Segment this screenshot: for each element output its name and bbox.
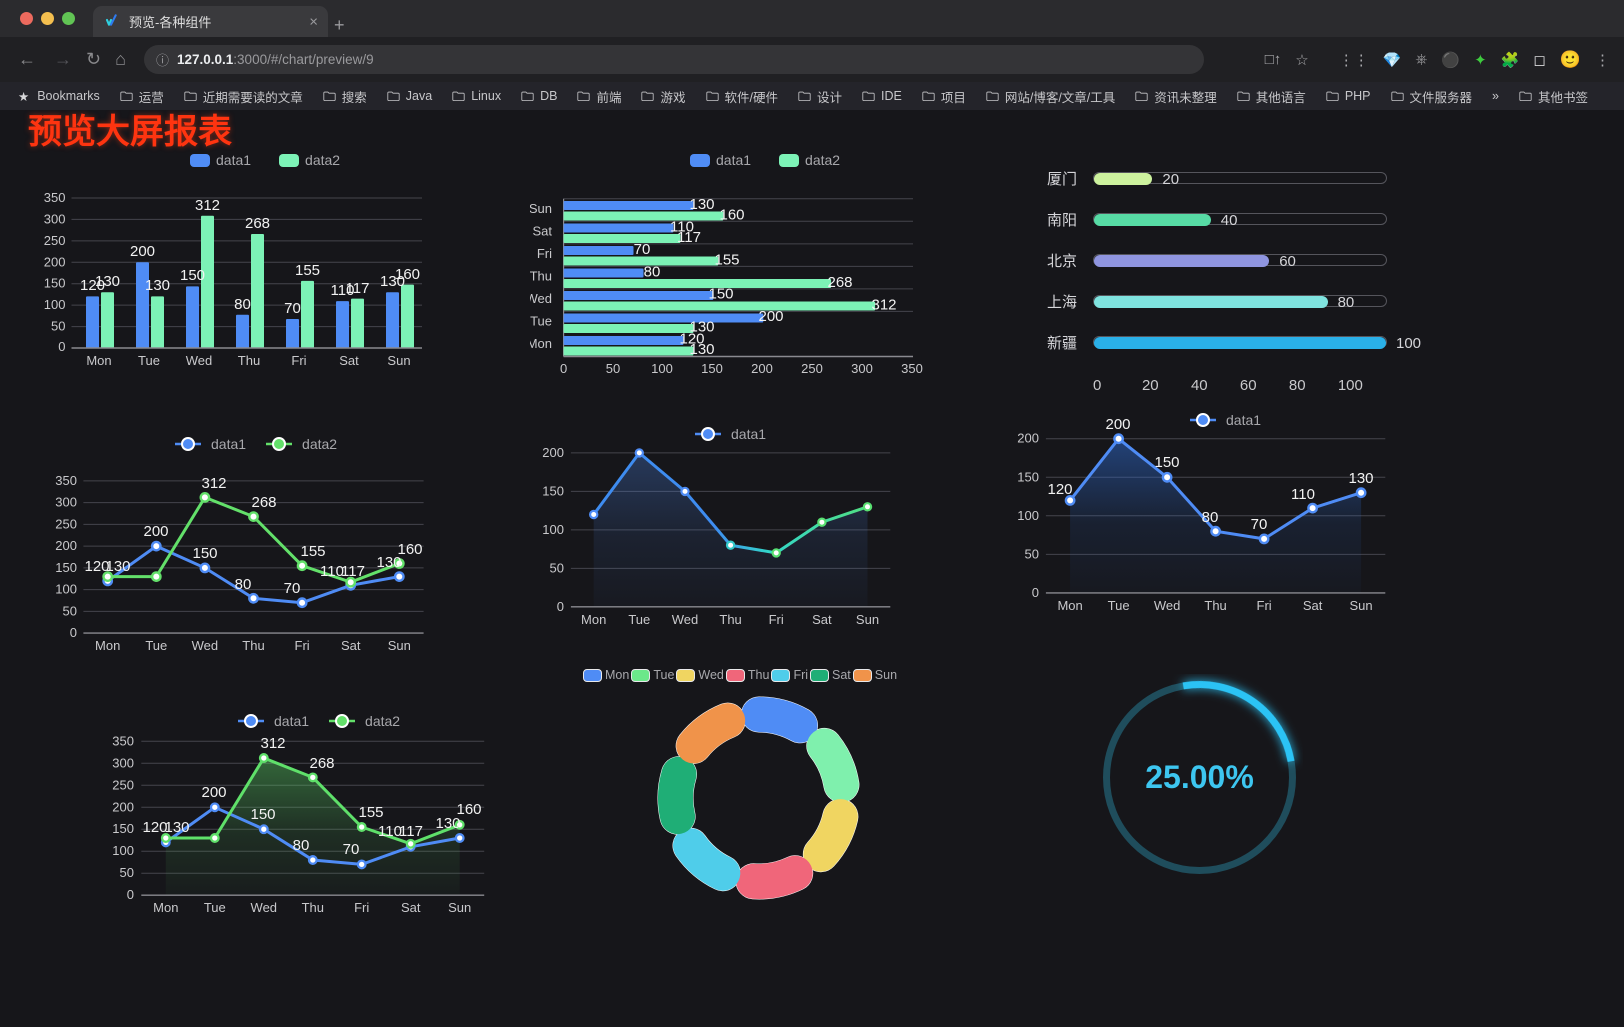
svg-text:50: 50 [550,560,564,575]
svg-text:70: 70 [1251,516,1268,533]
svg-text:268: 268 [309,755,334,772]
svg-text:Fri: Fri [769,612,784,627]
svg-text:250: 250 [55,516,77,531]
svg-text:Fri: Fri [1257,598,1272,613]
svg-text:100: 100 [112,843,134,858]
svg-text:200: 200 [542,445,564,460]
svg-text:Thu: Thu [302,900,324,915]
svg-text:120: 120 [1047,481,1072,498]
svg-text:Sun: Sun [388,638,411,653]
svg-text:312: 312 [201,475,226,492]
svg-text:0: 0 [557,599,564,614]
svg-text:80: 80 [235,576,252,593]
svg-text:Tue: Tue [1108,598,1130,613]
svg-text:50: 50 [63,603,77,618]
svg-text:Mon: Mon [581,612,606,627]
svg-text:100: 100 [55,582,77,597]
svg-text:Thu: Thu [242,638,264,653]
svg-text:130: 130 [1348,470,1373,487]
svg-text:50: 50 [1025,546,1039,561]
svg-text:80: 80 [293,837,310,854]
svg-text:Sun: Sun [448,900,471,915]
svg-text:0: 0 [1032,585,1039,600]
svg-text:100: 100 [1017,508,1039,523]
svg-text:Wed: Wed [672,612,699,627]
svg-text:70: 70 [343,841,360,858]
svg-text:Tue: Tue [145,638,167,653]
svg-text:200: 200 [112,799,134,814]
svg-text:Mon: Mon [1057,598,1082,613]
svg-text:Wed: Wed [192,638,219,653]
svg-text:130: 130 [105,558,130,575]
svg-text:Tue: Tue [628,612,650,627]
svg-text:350: 350 [55,473,77,488]
svg-text:Sun: Sun [856,612,879,627]
svg-text:100: 100 [542,522,564,537]
svg-text:200: 200 [1105,416,1130,433]
svg-text:312: 312 [260,735,285,752]
svg-text:150: 150 [1017,469,1039,484]
svg-text:Sat: Sat [1303,598,1323,613]
svg-text:155: 155 [300,543,325,560]
svg-text:Thu: Thu [719,612,741,627]
svg-text:Sun: Sun [1350,598,1373,613]
svg-text:Tue: Tue [204,900,226,915]
svg-text:160: 160 [397,541,422,558]
svg-text:Fri: Fri [295,638,310,653]
svg-text:0: 0 [127,887,134,902]
svg-text:300: 300 [112,755,134,770]
svg-text:200: 200 [55,538,77,553]
svg-text:117: 117 [399,823,423,840]
svg-text:117: 117 [341,563,365,580]
svg-text:250: 250 [112,777,134,792]
svg-text:Mon: Mon [95,638,120,653]
svg-text:Thu: Thu [1204,598,1226,613]
svg-text:200: 200 [143,523,168,540]
svg-text:70: 70 [284,580,301,597]
svg-text:Fri: Fri [354,900,369,915]
svg-text:Sat: Sat [401,900,421,915]
svg-text:110: 110 [1291,486,1315,503]
svg-text:Wed: Wed [1154,598,1181,613]
svg-text:150: 150 [250,806,275,823]
svg-text:150: 150 [192,545,217,562]
svg-text:200: 200 [201,784,226,801]
svg-text:300: 300 [55,495,77,510]
svg-text:150: 150 [112,821,134,836]
svg-text:160: 160 [456,801,481,818]
svg-text:50: 50 [120,865,134,880]
svg-text:155: 155 [358,804,383,821]
svg-text:Wed: Wed [251,900,278,915]
svg-text:0: 0 [70,625,77,640]
svg-text:350: 350 [112,733,134,748]
svg-text:268: 268 [251,494,276,511]
svg-text:Sat: Sat [812,612,832,627]
svg-text:130: 130 [164,819,189,836]
svg-text:150: 150 [1154,454,1179,471]
svg-text:150: 150 [542,483,564,498]
svg-text:80: 80 [1202,509,1219,526]
svg-text:Sat: Sat [341,638,361,653]
svg-text:Mon: Mon [153,900,178,915]
svg-text:200: 200 [1017,431,1039,446]
svg-text:150: 150 [55,560,77,575]
